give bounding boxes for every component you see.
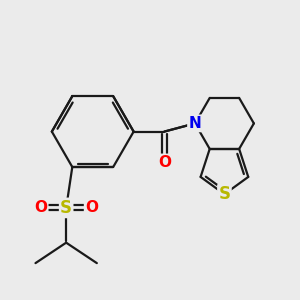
Text: N: N: [189, 116, 201, 131]
Text: O: O: [85, 200, 98, 215]
Text: S: S: [60, 199, 72, 217]
Text: N: N: [189, 116, 201, 131]
Text: O: O: [158, 155, 171, 170]
Text: O: O: [34, 200, 47, 215]
Text: S: S: [218, 185, 230, 203]
